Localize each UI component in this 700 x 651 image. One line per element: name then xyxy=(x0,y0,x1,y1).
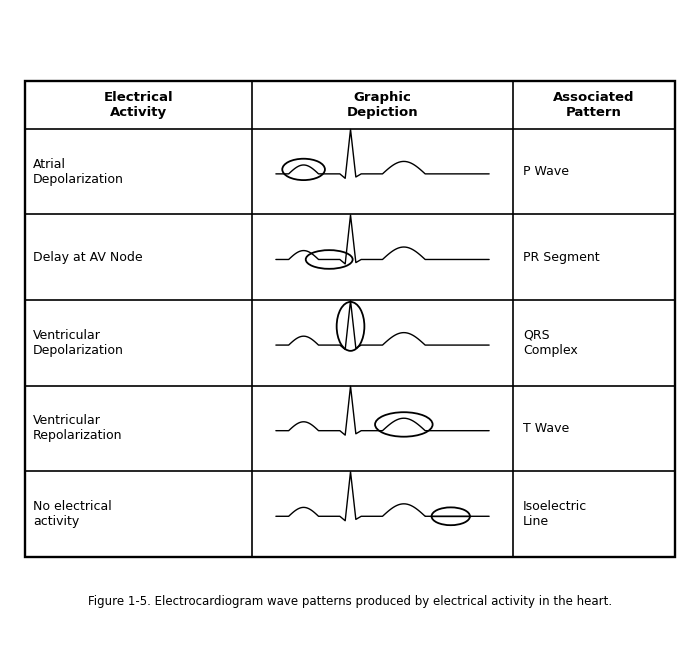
Text: Electrical
Activity: Electrical Activity xyxy=(104,91,174,119)
Text: No electrical
activity: No electrical activity xyxy=(33,500,112,528)
Text: Ventricular
Repolarization: Ventricular Repolarization xyxy=(33,415,122,443)
Text: Graphic
Depiction: Graphic Depiction xyxy=(346,91,419,119)
Text: Delay at AV Node: Delay at AV Node xyxy=(33,251,143,264)
Bar xyxy=(25,81,675,557)
Text: Associated
Pattern: Associated Pattern xyxy=(553,91,635,119)
Text: Ventricular
Depolarization: Ventricular Depolarization xyxy=(33,329,124,357)
Text: Isoelectric
Line: Isoelectric Line xyxy=(523,500,587,528)
Text: T Wave: T Wave xyxy=(523,422,569,435)
Text: Atrial
Depolarization: Atrial Depolarization xyxy=(33,158,124,186)
Text: P Wave: P Wave xyxy=(523,165,569,178)
Text: PR Segment: PR Segment xyxy=(523,251,599,264)
Text: QRS
Complex: QRS Complex xyxy=(523,329,578,357)
Text: Figure 1-5. Electrocardiogram wave patterns produced by electrical activity in t: Figure 1-5. Electrocardiogram wave patte… xyxy=(88,596,612,608)
